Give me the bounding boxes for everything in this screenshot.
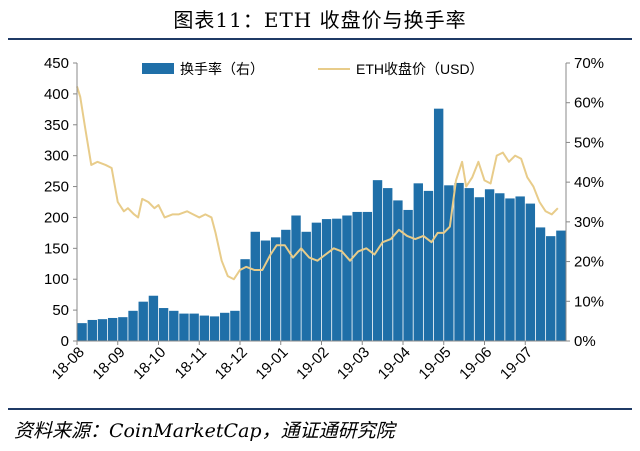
turnover-bar — [505, 198, 515, 341]
x-tick-label: 19-06 — [456, 344, 495, 383]
turnover-bar — [220, 312, 230, 341]
turnover-bar — [423, 190, 434, 341]
turnover-bar — [556, 230, 566, 341]
turnover-bar — [525, 203, 536, 341]
title-rule — [8, 38, 632, 40]
x-tick-label: 19-05 — [415, 344, 454, 383]
left-tick-label: 100 — [44, 271, 69, 288]
x-tick-label: 18-10 — [130, 344, 169, 383]
right-tick-label: 70% — [574, 55, 604, 72]
turnover-bar — [77, 323, 87, 341]
turnover-bar — [209, 316, 220, 341]
left-tick-label: 200 — [44, 209, 69, 226]
turnover-bar — [87, 319, 97, 341]
x-tick-label: 18-09 — [89, 344, 128, 383]
turnover-bar — [179, 313, 189, 341]
x-tick-label: 19-03 — [334, 344, 373, 383]
x-tick-label: 19-04 — [375, 344, 414, 383]
turnover-bar — [169, 310, 179, 341]
turnover-bar — [464, 188, 474, 341]
right-tick-label: 20% — [574, 254, 604, 271]
turnover-bar — [474, 197, 485, 341]
left-tick-label: 350 — [44, 117, 69, 134]
turnover-bar — [321, 219, 332, 341]
turnover-bar — [515, 196, 525, 341]
left-tick-label: 150 — [44, 240, 69, 257]
turnover-bar — [250, 231, 260, 341]
turnover-bar — [97, 319, 108, 341]
turnover-bar — [454, 182, 464, 341]
turnover-bar — [230, 310, 240, 341]
turnover-bar — [291, 215, 301, 341]
turnover-bar — [107, 317, 118, 341]
turnover-bar — [413, 183, 423, 341]
right-tick-label: 30% — [574, 214, 604, 231]
legend-label-turnover: 换手率（右） — [180, 61, 264, 77]
turnover-bar — [311, 222, 322, 341]
turnover-bar — [301, 231, 311, 341]
left-tick-label: 250 — [44, 179, 69, 196]
turnover-bar — [199, 315, 210, 341]
chart-title: 图表11：ETH 收盘价与换手率 — [173, 8, 467, 32]
source-rule — [8, 408, 632, 410]
right-tick-label: 60% — [574, 95, 604, 112]
turnover-bar — [270, 237, 281, 341]
left-tick-label: 300 — [44, 148, 69, 165]
turnover-bar — [118, 317, 128, 341]
x-tick-label: 19-02 — [293, 344, 332, 383]
turnover-bar — [260, 240, 271, 341]
source-note: 资料来源：CoinMarketCap，通证通研究院 — [14, 420, 395, 442]
turnover-bar — [393, 200, 403, 341]
turnover-bar — [546, 236, 556, 341]
turnover-bar — [128, 310, 138, 341]
turnover-bar — [535, 227, 546, 341]
right-tick-label: 50% — [574, 134, 604, 151]
legend-swatch-turnover — [142, 63, 174, 74]
x-tick-label: 18-12 — [212, 344, 251, 383]
right-tick-label: 0% — [574, 333, 596, 350]
turnover-bar — [158, 308, 169, 341]
chart-plot: 0 50 100 150 200 250 300 350 400 450 0% 10% 20% 30% 40… — [44, 55, 604, 383]
turnover-bar — [495, 193, 505, 341]
turnover-bar — [148, 295, 159, 341]
turnover-bar — [352, 211, 362, 341]
turnover-bar — [383, 188, 393, 341]
left-tick-label: 50 — [52, 302, 69, 319]
turnover-bar — [189, 313, 199, 341]
left-tick-label: 450 — [44, 55, 69, 72]
turnover-bar — [342, 215, 352, 341]
turnover-bar — [138, 301, 148, 341]
right-tick-label: 40% — [574, 174, 604, 191]
turnover-bar — [332, 218, 342, 341]
turnover-bar — [403, 209, 413, 341]
x-tick-label: 19-07 — [497, 344, 536, 383]
turnover-bar — [372, 180, 383, 341]
x-tick-label: 18-11 — [172, 344, 210, 382]
legend-label-price: ETH收盘价（USD） — [356, 61, 484, 77]
left-tick-label: 400 — [44, 86, 69, 103]
turnover-bar — [433, 108, 444, 341]
turnover-bar — [281, 229, 291, 341]
left-tick-label: 0 — [61, 333, 69, 350]
turnover-bar — [484, 189, 495, 341]
right-tick-label: 10% — [574, 293, 604, 310]
turnover-bar — [444, 185, 454, 341]
turnover-bar — [240, 259, 250, 341]
turnover-bar — [362, 211, 373, 341]
x-tick-label: 19-01 — [252, 344, 291, 383]
price-line — [76, 86, 559, 281]
